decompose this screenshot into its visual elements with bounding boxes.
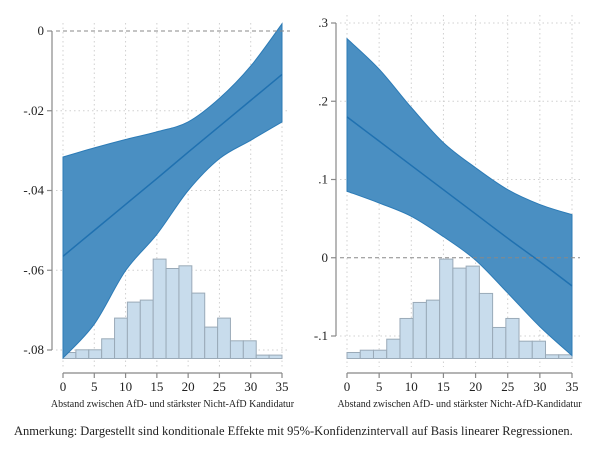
right-effect-line [346, 116, 573, 287]
right-histogram-bar [558, 354, 573, 359]
right-histogram-bar [412, 301, 427, 359]
right-x-tick-label: 10 [405, 379, 418, 394]
right-histogram-bar [372, 349, 388, 360]
right-x-tick-label: 5 [376, 379, 383, 394]
right-histogram-bar [545, 354, 560, 359]
left-x-tick-label: 15 [150, 379, 163, 394]
left-histogram-bar [75, 349, 90, 359]
right-histogram-bar [359, 349, 374, 360]
right-x-tick-label: 0 [344, 379, 351, 394]
left-histogram-bar [165, 268, 180, 359]
left-x-tick-label: 20 [182, 379, 195, 394]
right-histogram-bar [346, 351, 361, 359]
right-histogram-bar [452, 267, 467, 360]
left-histogram-bar [229, 340, 244, 359]
left-x-tick-label: 30 [244, 379, 257, 394]
right-y-tick-label: .1 [318, 172, 328, 187]
left-histogram-bar [88, 349, 103, 359]
left-x-tick-label: 0 [60, 379, 67, 394]
left-y-tick-label: -.04 [23, 183, 44, 198]
left-histogram-bar [255, 354, 270, 360]
left-x-tick-label: 10 [119, 379, 132, 394]
left-effect-line [62, 73, 283, 257]
right-x-tick-label: 30 [533, 379, 546, 394]
right-histogram-bar [386, 338, 401, 360]
left-histogram-bar [114, 317, 128, 360]
left-histogram-bar [204, 326, 219, 360]
right-x-tick-label: 35 [566, 379, 579, 394]
left-histogram-bar [126, 301, 141, 360]
right-y-tick-label: -.1 [314, 328, 328, 343]
left-x-axis-title: Abstand zwischen AfD- und stärkster Nich… [51, 399, 295, 410]
left-histogram-bar [139, 299, 154, 360]
left-histogram-bar [217, 317, 231, 360]
left-histogram-bar [268, 354, 283, 360]
left-histogram-bar [178, 265, 193, 359]
right-histogram-bar [478, 292, 494, 359]
left-y-tick-label: 0 [38, 23, 45, 38]
left-y-tick-label: -.06 [23, 262, 44, 277]
right-histogram-bar [531, 340, 547, 360]
panel-left: 0 -.02 -.04 -.06 -.08 0 5 10 15 20 25 30 35 Abstand z… [23, 22, 295, 410]
right-x-tick-label: 15 [437, 379, 450, 394]
right-y-tick-label: .3 [318, 15, 328, 30]
right-x-tick-label: 25 [501, 379, 514, 394]
right-histogram-bar [465, 265, 480, 360]
right-histogram-bar [518, 340, 533, 360]
left-x-tick-label: 35 [276, 379, 289, 394]
left-histogram-bar [242, 340, 257, 359]
left-histogram-bar [191, 292, 206, 360]
left-histogram-bar [101, 338, 116, 359]
right-y-tick-label: .2 [318, 93, 328, 108]
left-y-tick-label: -.08 [23, 342, 44, 357]
right-histogram-bar [439, 258, 454, 360]
right-histogram-bar [505, 317, 520, 359]
right-y-tick-label: 0 [322, 250, 329, 265]
right-x-tick-label: 20 [469, 379, 482, 394]
right-histogram-bar [492, 326, 507, 359]
right-x-axis-title: Abstand zwischen AfD- und stärkster Nich… [337, 399, 582, 410]
panel-right: .3 .2 .1 0 -.1 0 5 10 15 20 25 30 35 Abstand zwischen… [314, 15, 582, 410]
chart-note: Anmerkung: Dargestellt sind konditionale… [14, 424, 573, 438]
left-y-tick-label: -.02 [23, 103, 44, 118]
left-x-tick-label: 25 [213, 379, 226, 394]
left-x-tick-label: 5 [91, 379, 98, 394]
left-confidence-band [62, 22, 283, 360]
right-histogram-bar [425, 299, 441, 360]
right-confidence-band [346, 37, 573, 357]
left-histogram-bar [152, 258, 167, 360]
right-histogram-bar [399, 317, 414, 359]
